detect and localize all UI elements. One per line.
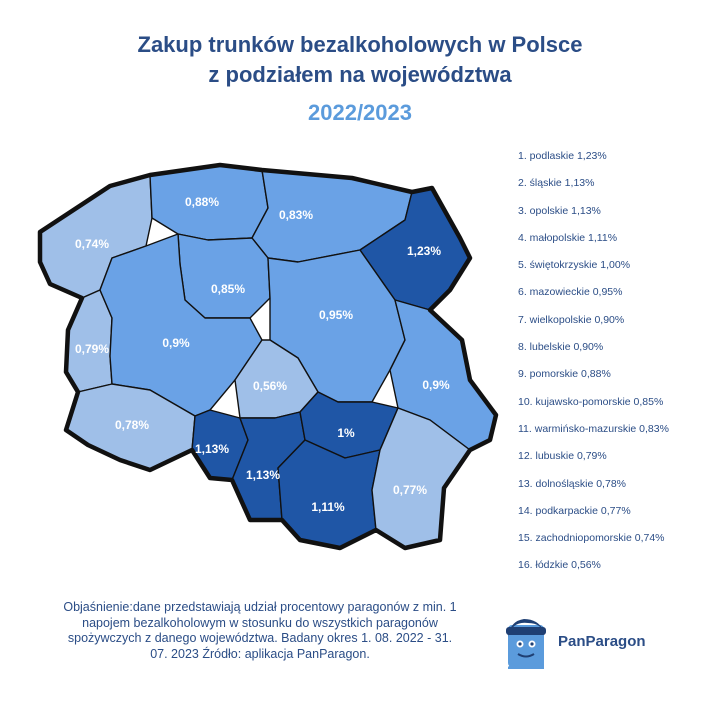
ranking-item: 12. lubuskie 0,79% [518,450,607,463]
ranking-item: 15. zachodniopomorskie 0,74% [518,532,665,545]
ranking-item: 4. małopolskie 1,11% [518,231,618,244]
ranking-item: 9. pomorskie 0,88% [518,368,611,381]
ranking-item: 2. śląskie 1,13% [518,177,595,190]
country-outline [37,162,499,551]
region-value-label: 0,9% [162,336,190,350]
region-value-label: 0,88% [185,195,219,209]
ranking-item: 8. lubelskie 0,90% [518,341,604,354]
region-value-label: 0,85% [211,282,245,296]
region-value-label: 1,23% [407,244,441,258]
ranking-item: 6. mazowieckie 0,95% [518,286,623,299]
ranking-item: 13. dolnośląskie 0,78% [518,477,626,490]
map-title: Zakup trunków bezalkoholowych w Polsce z… [0,30,720,90]
year-subtitle: 2022/2023 [308,100,412,125]
ranking-item: 7. wielkopolskie 0,90% [518,313,625,326]
region-value-label: 0,83% [279,208,313,222]
region-value-label: 1,11% [311,500,345,514]
ranking-item: 3. opolskie 1,13% [518,204,601,217]
title-line-1: Zakup trunków bezalkoholowych w Polsce [137,32,583,57]
ranking-item: 10. kujawsko-pomorskie 0,85% [518,395,664,408]
ranking-item: 14. podkarpackie 0,77% [518,504,631,517]
region-lubuskie [65,289,113,393]
region-value-label: 0,9% [422,378,450,392]
ranking-item: 5. świętokrzyskie 1,00% [518,259,631,272]
region-value-label: 0,79% [75,342,109,356]
region-value-label: 0,56% [253,379,287,393]
region-value-label: 0,77% [393,483,427,497]
title-line-2: z podziałem na województwa [208,62,512,87]
region-value-label: 0,78% [115,418,149,432]
ranking-list: 1. podlaskie 1,23% 2. śląskie 1,13% 3. o… [518,150,718,587]
explanation-note: Objaśnienie:dane przedstawiają udział pr… [63,600,457,661]
ranking-item: 1. podlaskie 1,23% [518,150,607,162]
region-value-label: 0,74% [75,237,109,251]
receipt-mascot-icon [506,619,546,669]
region-value-label: 1% [337,426,355,440]
brand-name: PanParagon [558,633,646,650]
brand-logo: PanParagon [498,617,698,677]
region-value-label: 1,13% [195,442,229,456]
ranking-item: 16. łódzkie 0,56% [518,559,601,572]
region-value-label: 0,95% [319,308,353,322]
ranking-item: 11. warmińsko-mazurskie 0,83% [518,422,669,435]
region-value-label: 1,13% [246,468,280,482]
